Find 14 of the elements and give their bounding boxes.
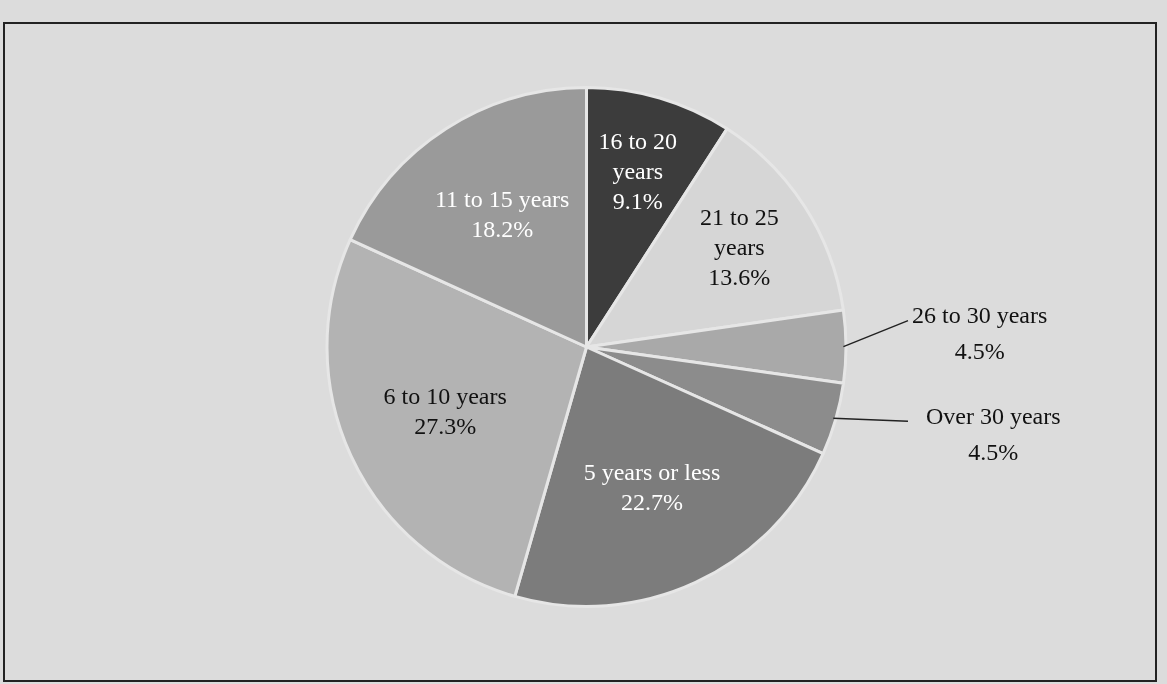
slice-label: 5 years or less <box>583 458 721 485</box>
data-label: 18.2% <box>471 216 534 243</box>
slice-label: 21 to 25 years <box>700 204 779 261</box>
data-label: 4.5% <box>954 337 1005 364</box>
data-label: 4.5% <box>968 438 1019 465</box>
data-label: 27.3% <box>414 412 477 439</box>
slice-label: 16 to 20 years <box>598 128 678 185</box>
slice-label: Over 30 years <box>925 402 1061 429</box>
data-label: 13.6% <box>708 264 771 291</box>
slice-label: 26 to 30 years <box>912 301 1048 328</box>
data-label: 22.7% <box>620 488 683 515</box>
slice-label: 6 to 10 years <box>383 382 507 409</box>
slice-label: 11 to 15 years <box>434 186 570 213</box>
data-label: 9.1% <box>612 188 663 215</box>
